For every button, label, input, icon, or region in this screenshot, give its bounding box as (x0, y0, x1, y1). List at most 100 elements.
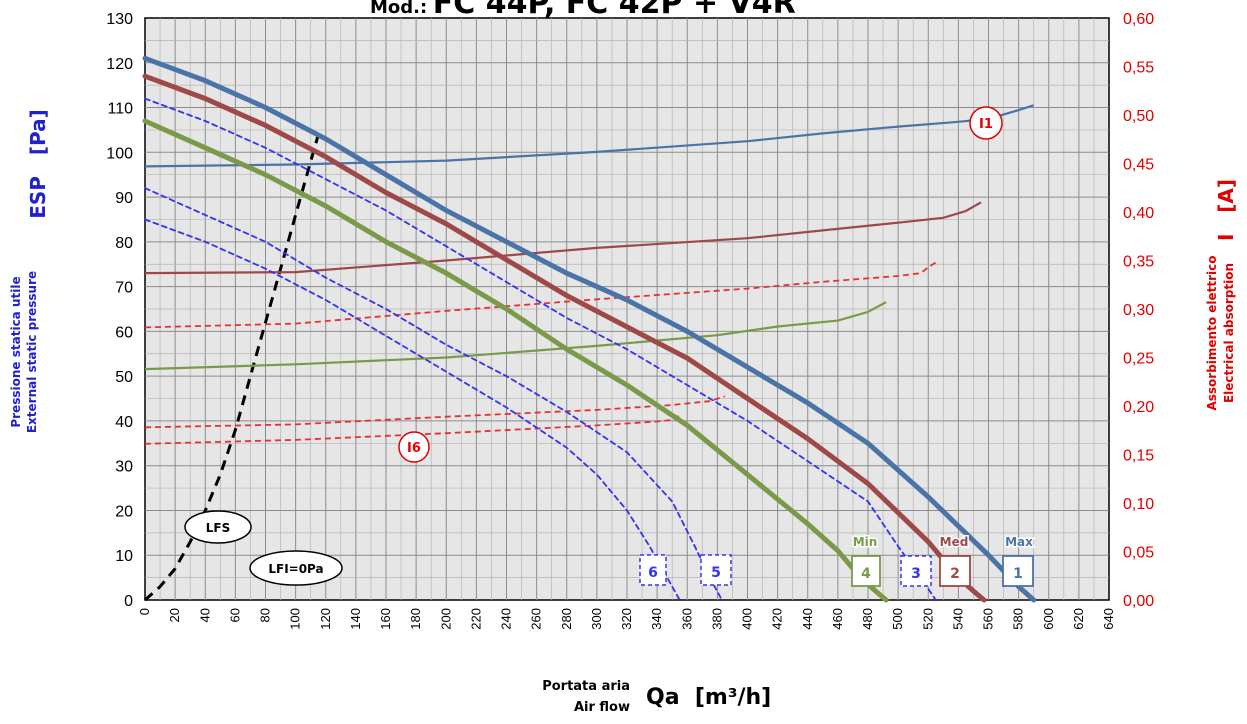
x-tick-label: 220 (468, 608, 483, 630)
lfs-line (144, 129, 322, 602)
x-tick-label: 460 (830, 608, 845, 630)
pressure-series-3 (144, 97, 937, 601)
y-left-tick-label: 80 (115, 235, 133, 252)
x-tick-label: 500 (890, 608, 905, 630)
lfi-marker-label: LFI=0Pa (268, 562, 323, 576)
y-right-tick-label: 0,00 (1123, 593, 1154, 610)
y-right-label-big: I [A] (1214, 178, 1238, 242)
x-tick-label: 600 (1041, 608, 1056, 630)
i1-marker-label: I1 (979, 117, 993, 132)
box-2-label: 2 (950, 566, 960, 582)
x-tick-label: 300 (589, 608, 604, 630)
x-tick-label: 160 (378, 608, 393, 630)
y-right-tick-label: 0,15 (1123, 448, 1154, 465)
x-tick-labels: 0 20 40 60 80 100 120 140 160 180 200 220 240 260 280 3… (137, 608, 1116, 630)
lfs-curve (144, 129, 322, 602)
x-tick-label: 340 (649, 608, 664, 630)
y-right-tick-label: 0,10 (1123, 496, 1154, 513)
x-tick-label: 240 (499, 608, 514, 630)
i6-marker (398, 431, 430, 463)
y-right-tick-label: 0,20 (1123, 399, 1154, 416)
y-left-label-line2: External static pressure (25, 270, 39, 434)
x-axis-label-line1: Portata aria (542, 679, 630, 694)
x-tick-label: 640 (1101, 608, 1116, 630)
y-right-label-line2: Electrical absorption (1222, 262, 1236, 404)
x-tick-label: 100 (288, 608, 303, 630)
x-tick-label: 440 (800, 608, 815, 630)
x-tick-label: 480 (860, 608, 875, 630)
pressure-series-4 (142, 118, 889, 603)
x-tick-label: 320 (619, 608, 634, 630)
x-axis-label-big: Qa [m³/h] (646, 685, 772, 710)
y-right-tick-label: 0,30 (1123, 302, 1154, 319)
pressure-series-5 (144, 187, 723, 601)
pressure-series (142, 55, 1037, 603)
y-left-tick-label: 50 (115, 369, 133, 386)
x-tick-label: 60 (227, 608, 242, 622)
y-right-tick-labels: 0,00 0,05 0,10 0,15 0,20 0,25 0,30 0,35 0,40 0,45… (1123, 11, 1154, 610)
x-tick-label: 40 (197, 608, 212, 622)
med-tag: Med (940, 535, 969, 549)
pressure-series-1 (142, 55, 1037, 603)
pressure-series-2 (142, 73, 987, 603)
i6-marker-label: I6 (407, 441, 421, 456)
x-tick-label: 140 (348, 608, 363, 630)
y-left-tick-label: 110 (107, 101, 133, 118)
min-tag: Min (853, 535, 878, 549)
box-4-label: 4 (861, 566, 871, 582)
box-6-label: 6 (648, 565, 658, 581)
x-tick-label: 80 (258, 608, 273, 622)
box-6 (639, 554, 667, 586)
box-5 (700, 554, 732, 586)
x-tick-label: 420 (770, 608, 785, 630)
current-series-I2 (144, 201, 982, 275)
y-left-label-big: ESP [Pa] (26, 109, 50, 219)
y-left-tick-label: 100 (106, 145, 133, 162)
y-left-tick-label: 40 (115, 414, 133, 431)
i1-marker (969, 106, 1003, 140)
box-2 (939, 555, 971, 587)
box-1 (1002, 555, 1034, 587)
y-left-tick-label: 130 (106, 11, 133, 28)
chart-title: Mod.: FC 44P, FC 42P + V4R (370, 0, 796, 21)
y-right-tick-label: 0,50 (1123, 108, 1154, 125)
x-tick-label: 560 (981, 608, 996, 630)
max-tag: Max (1005, 535, 1033, 549)
x-tick-label: 280 (559, 608, 574, 630)
x-tick-label: 120 (318, 608, 333, 630)
x-tick-label: 360 (679, 608, 694, 630)
y-right-tick-label: 0,40 (1123, 205, 1154, 222)
markers: LFS LFI=0Pa I1 I6 Min Med Max 6 5 4 3 2 … (184, 106, 1035, 587)
y-left-tick-label: 0 (124, 593, 133, 610)
y-left-tick-label: 120 (106, 56, 133, 73)
x-tick-label: 380 (709, 608, 724, 630)
x-tick-label: 520 (920, 608, 935, 630)
y-left-label-line1: Pressione statica utile (9, 276, 23, 428)
y-right-tick-label: 0,25 (1123, 351, 1154, 368)
box-1-label: 1 (1013, 566, 1023, 582)
y-left-tick-label: 70 (115, 280, 133, 297)
y-left-tick-label: 90 (115, 190, 133, 207)
y-right-label-line1: Assorbimento elettrico (1205, 255, 1219, 411)
x-tick-label: 200 (438, 608, 453, 630)
x-tick-label: 620 (1071, 608, 1086, 630)
current-series-I3 (144, 259, 940, 329)
title-main: FC 44P, FC 42P + V4R (432, 0, 796, 21)
current-series-I5 (144, 395, 726, 429)
box-5-label: 5 (711, 565, 721, 581)
y-right-tick-label: 0,45 (1123, 157, 1154, 174)
x-tick-label: 260 (529, 608, 544, 630)
y-left-tick-label: 30 (115, 459, 133, 476)
x-tick-label: 20 (167, 608, 182, 622)
box-3-label: 3 (911, 566, 921, 582)
x-tick-label: 180 (408, 608, 423, 630)
current-series (144, 104, 1035, 445)
x-tick-label: 0 (137, 608, 152, 615)
y-right-tick-label: 0,55 (1123, 60, 1154, 77)
box-4 (851, 555, 881, 587)
box-3 (900, 555, 932, 587)
x-tick-label: 400 (740, 608, 755, 630)
y-right-tick-label: 0,60 (1123, 11, 1154, 28)
y-right-tick-label: 0,35 (1123, 254, 1154, 271)
